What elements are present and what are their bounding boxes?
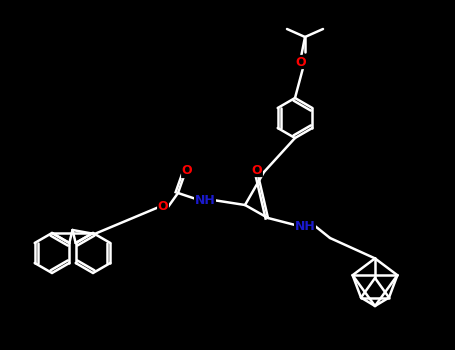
Text: NH: NH [295, 219, 315, 232]
Text: O: O [252, 163, 263, 176]
Text: O: O [182, 164, 192, 177]
Text: NH: NH [195, 194, 215, 206]
Text: O: O [158, 201, 168, 214]
Text: O: O [296, 56, 306, 69]
